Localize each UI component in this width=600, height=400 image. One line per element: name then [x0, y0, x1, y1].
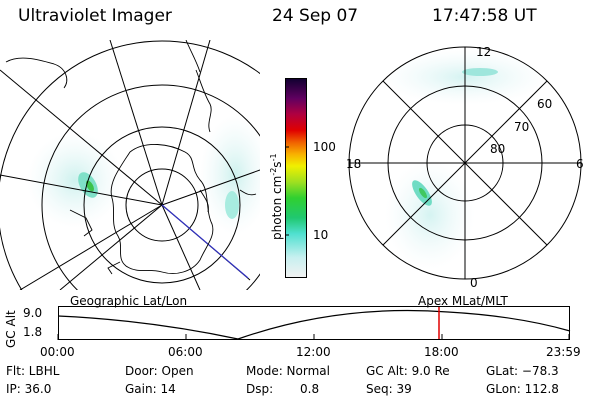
unit-sup-1: -2: [269, 167, 278, 176]
status-glon: GLon: 112.8: [486, 382, 559, 396]
aurora-haze-left: [27, 132, 123, 228]
status-glat: GLat: −78.3: [486, 364, 559, 378]
alt-plot-ylabel: GC Alt: [4, 310, 18, 348]
status-gc-alt: GC Alt: 9.0 Re: [366, 364, 450, 378]
left-map-label: Geographic Lat/Lon: [70, 294, 188, 308]
terminator-line: [161, 204, 249, 279]
unit-mid: s: [270, 161, 284, 168]
status-dsp-label: Dsp:: [246, 382, 274, 396]
altitude-plot: [57, 306, 571, 340]
colorbar-unit-label: photon cm-2s-1: [269, 153, 284, 240]
alt-ytick-1-8: 1.8: [23, 325, 43, 339]
colorbar-tick-label-100: 100: [313, 140, 336, 154]
aurora-spot-green: [86, 180, 94, 192]
mlt-label-18: 18: [346, 157, 362, 171]
mlt-label-12: 12: [476, 45, 492, 59]
colorbar-gradient: [285, 78, 307, 278]
aurora-spot-core: [418, 187, 428, 199]
coastline: [5, 40, 257, 275]
longitude-lines: [0, 40, 260, 290]
mlat-label-80: 80: [490, 142, 506, 156]
unit-sup-2: -1: [269, 153, 278, 162]
colorbar: [285, 78, 307, 278]
status-door: Door: Open: [125, 364, 194, 378]
latitude-circles: [0, 40, 260, 290]
aurora-spot-pale: [225, 191, 239, 219]
mlt-label-6: 6: [576, 157, 584, 171]
xtick-00-00: 00:00: [40, 345, 75, 359]
geographic-map: [0, 40, 260, 290]
aurora-haze-right: [200, 115, 260, 235]
colorbar-tick-label-10: 10: [313, 228, 329, 242]
xtick-06-00: 06:00: [168, 345, 203, 359]
unit-text: photon cm: [270, 175, 284, 240]
xtick-23-59: 23:59: [546, 345, 581, 359]
status-mode: Mode: Normal: [246, 364, 330, 378]
mlt-label-0: 0: [470, 276, 478, 290]
aurora-spot-top: [462, 68, 498, 76]
aurora-haze-bottom: [385, 160, 475, 270]
status-dsp-value: 0.8: [300, 382, 320, 396]
mlat-label-70: 70: [514, 120, 530, 134]
time-label: 17:47:58 UT: [432, 6, 537, 26]
alt-ytick-9: 9.0: [23, 306, 43, 320]
app-title: Ultraviolet Imager: [18, 6, 172, 26]
altitude-curve: [57, 309, 571, 340]
right-map-label: Apex MLat/MLT: [418, 294, 508, 308]
mlat-label-60: 60: [537, 97, 553, 111]
status-flt: Flt: LBHL: [6, 364, 60, 378]
magnetic-map: [348, 46, 582, 280]
mlt-lines: [349, 47, 581, 279]
status-seq: Seq: 39: [366, 382, 412, 396]
status-ip: IP: 36.0: [6, 382, 52, 396]
xtick-12-00: 12:00: [296, 345, 331, 359]
alt-xticks: [57, 334, 570, 340]
xtick-18-00: 18:00: [424, 345, 459, 359]
status-gain: Gain: 14: [125, 382, 176, 396]
date-label: 24 Sep 07: [272, 6, 359, 26]
